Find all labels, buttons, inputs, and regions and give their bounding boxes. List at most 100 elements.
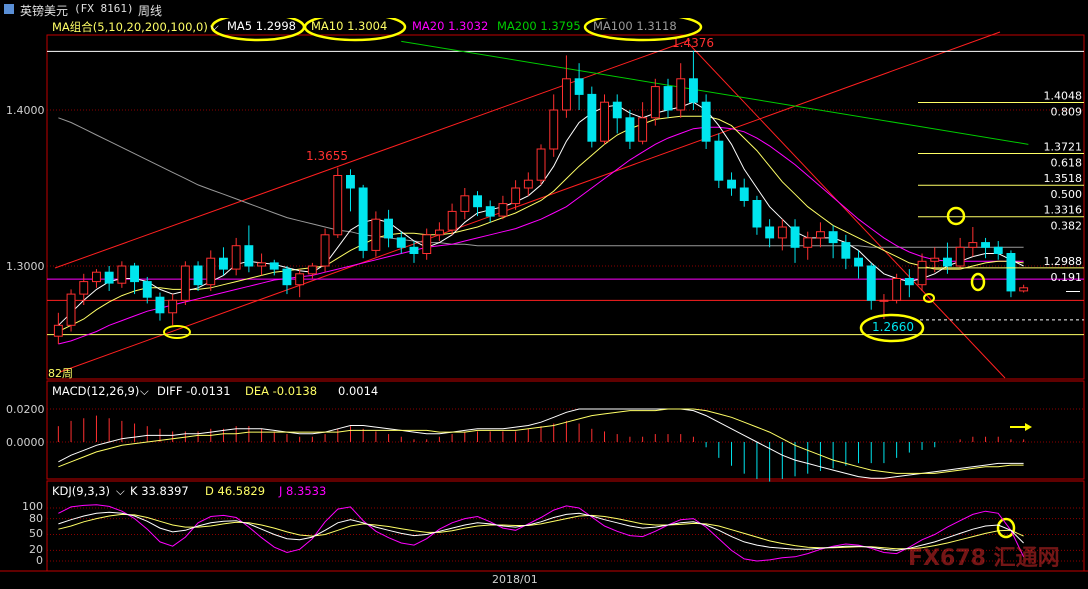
candle-body bbox=[714, 140, 724, 181]
candle-body bbox=[676, 78, 686, 111]
candle-body bbox=[701, 101, 711, 142]
candlestick bbox=[193, 261, 203, 291]
candlestick bbox=[1019, 284, 1029, 293]
macd-dropdown-icon[interactable]: ⌵ bbox=[140, 384, 149, 398]
candle-body bbox=[333, 175, 343, 236]
candlestick bbox=[409, 241, 419, 263]
candle-body bbox=[460, 195, 470, 212]
kdj-cross-highlight-ellipse bbox=[996, 517, 1016, 539]
fib-0191-highlight-ellipse bbox=[970, 272, 986, 292]
candle-body bbox=[523, 179, 533, 189]
candlestick bbox=[320, 228, 330, 273]
candlestick bbox=[727, 172, 736, 196]
candle-body bbox=[104, 271, 114, 284]
candlestick bbox=[587, 86, 597, 148]
candlestick bbox=[638, 102, 648, 145]
candle-body bbox=[498, 203, 508, 217]
kdj-j-value: J 8.3533 bbox=[279, 484, 327, 498]
kdj-dropdown-icon[interactable]: ⌵ bbox=[116, 484, 125, 498]
candlestick bbox=[269, 259, 279, 276]
candle-body bbox=[803, 237, 813, 248]
candle-body bbox=[739, 187, 749, 201]
left-low-highlight-ellipse bbox=[163, 325, 191, 339]
candlesticks bbox=[53, 50, 1029, 344]
candlestick bbox=[1006, 250, 1016, 298]
fib-ratio-label: 0.191 bbox=[1051, 271, 1083, 284]
macd-value: 0.0014 bbox=[338, 384, 379, 398]
ma5-line bbox=[58, 101, 1024, 326]
candle-body bbox=[752, 200, 762, 228]
candlestick bbox=[892, 273, 902, 304]
candle-body bbox=[257, 262, 267, 267]
candlestick bbox=[765, 219, 775, 248]
candlestick bbox=[739, 178, 749, 207]
macd-label[interactable]: MACD(12,26,9) bbox=[52, 384, 140, 398]
candlestick bbox=[460, 188, 470, 220]
fibonacci-levels: 1.4048 0.809 1.3721 0.618 1.3518 0.500 1.3316 0… bbox=[918, 90, 1084, 284]
kdj-label[interactable]: KDJ(9,3,3) bbox=[52, 484, 111, 498]
candlestick bbox=[523, 172, 533, 196]
fib-ratio-label: 0.500 bbox=[1051, 188, 1083, 201]
candle-body bbox=[574, 78, 584, 95]
candle-body bbox=[295, 273, 305, 286]
candlestick bbox=[536, 144, 546, 185]
kdj-d-value: D 46.5829 bbox=[205, 484, 266, 498]
candle-body bbox=[993, 246, 1003, 255]
candlestick bbox=[574, 63, 584, 110]
fib-price-label: 1.3316 bbox=[1044, 204, 1083, 217]
candlestick bbox=[650, 78, 660, 126]
kdj-k-value: K 33.8397 bbox=[130, 484, 189, 498]
candlestick bbox=[396, 231, 406, 254]
candlestick bbox=[866, 262, 876, 310]
fib-0382-highlight-ellipse bbox=[946, 206, 966, 226]
current-price-marker bbox=[1066, 291, 1080, 292]
ma200-value: MA200 1.3795 bbox=[497, 19, 581, 33]
ma-combo-dropdown-icon[interactable]: ⌵ bbox=[210, 19, 219, 33]
candle-body bbox=[689, 78, 698, 103]
candlestick bbox=[790, 219, 800, 263]
watermark: FX678 汇通网 bbox=[908, 546, 1060, 571]
candlestick bbox=[130, 262, 140, 295]
candle-body bbox=[727, 179, 736, 189]
kdj-d-line bbox=[58, 513, 1024, 550]
candle-body bbox=[473, 195, 483, 208]
candle-body bbox=[282, 268, 292, 286]
candle-body bbox=[549, 109, 559, 150]
macd-indicator bbox=[57, 408, 1025, 482]
fib-price-label: 1.2988 bbox=[1044, 255, 1083, 268]
x-axis-date-label: 2018/01 bbox=[492, 573, 538, 586]
candlestick bbox=[307, 262, 317, 279]
kdj-gridlines bbox=[47, 507, 1084, 562]
symbol-name: 英镑美元 bbox=[20, 4, 69, 18]
candle-body bbox=[968, 242, 978, 248]
kdj-k-line bbox=[58, 511, 1024, 551]
candle-body bbox=[943, 257, 952, 267]
candlestick bbox=[714, 133, 724, 188]
ma5-value: MA5 1.2998 bbox=[227, 19, 296, 33]
main-gridlines bbox=[47, 109, 1084, 267]
candlestick bbox=[841, 234, 851, 270]
kdj-y-tick-0: 0 bbox=[36, 554, 43, 567]
candlestick bbox=[663, 78, 673, 118]
candle-body bbox=[841, 242, 851, 259]
fib-price-label: 1.4048 bbox=[1044, 90, 1083, 103]
candlestick bbox=[358, 184, 368, 259]
low-label-highlight-ellipse bbox=[859, 313, 925, 343]
candle-body bbox=[866, 265, 876, 301]
period-selector[interactable]: 周线 bbox=[138, 4, 163, 18]
candle-body bbox=[53, 324, 63, 337]
peak-price-label: 1.3655 bbox=[306, 149, 348, 163]
candlestick bbox=[79, 273, 89, 305]
ma-combo-label[interactable]: MA组合(5,10,20,200,100,0) bbox=[52, 20, 208, 34]
candle-body bbox=[92, 271, 101, 283]
candle-body bbox=[955, 246, 965, 267]
candle-body bbox=[142, 281, 152, 298]
candlestick bbox=[676, 63, 686, 118]
candlestick bbox=[231, 237, 241, 276]
candlestick bbox=[435, 222, 444, 242]
candle-body bbox=[269, 262, 279, 270]
fib-ratio-label: 0.618 bbox=[1051, 157, 1083, 170]
candle-body bbox=[358, 187, 368, 251]
bar-count-label: 82周 bbox=[48, 367, 73, 380]
title-bar: 英镑美元 (FX 8161) 周线 bbox=[0, 0, 1088, 18]
